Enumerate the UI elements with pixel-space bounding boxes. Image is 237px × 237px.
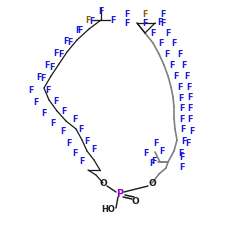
Text: F: F — [45, 86, 51, 95]
Text: F: F — [50, 118, 56, 128]
Text: F: F — [153, 138, 159, 147]
Text: F: F — [142, 9, 148, 18]
Text: F: F — [75, 26, 81, 35]
Text: F: F — [67, 37, 73, 46]
Text: F: F — [84, 137, 90, 146]
Text: F: F — [169, 60, 175, 69]
Text: F: F — [186, 82, 192, 91]
Text: F: F — [187, 104, 193, 113]
Text: O: O — [148, 178, 156, 187]
Text: F: F — [185, 138, 191, 147]
Text: F: F — [187, 114, 193, 123]
Text: F: F — [160, 18, 166, 27]
Text: F: F — [171, 38, 177, 47]
Text: F: F — [91, 145, 97, 154]
Text: F: F — [33, 97, 39, 106]
Text: F: F — [77, 26, 83, 35]
Text: F: F — [179, 163, 185, 172]
Text: F: F — [53, 49, 59, 58]
Text: F: F — [177, 82, 183, 91]
Text: F: F — [149, 159, 155, 168]
Text: F: F — [40, 73, 46, 82]
Text: F: F — [150, 28, 156, 37]
Text: F: F — [110, 15, 116, 24]
Text: F: F — [160, 9, 166, 18]
Text: F: F — [184, 72, 190, 81]
Text: HO: HO — [101, 205, 115, 214]
Text: F: F — [28, 86, 34, 95]
Text: F: F — [189, 127, 195, 136]
Text: F: F — [164, 50, 170, 59]
Text: F: F — [142, 18, 148, 27]
Text: F: F — [151, 158, 157, 167]
Text: F: F — [158, 38, 164, 47]
Text: F: F — [89, 17, 95, 26]
Text: F: F — [61, 106, 67, 115]
Text: F: F — [177, 50, 183, 59]
Text: F: F — [85, 15, 91, 24]
Text: F: F — [179, 114, 185, 123]
Text: F: F — [98, 6, 104, 15]
Text: F: F — [157, 18, 163, 27]
Text: F: F — [41, 109, 47, 118]
Text: F: F — [173, 72, 179, 81]
Text: F: F — [78, 126, 84, 135]
Text: F: F — [124, 18, 130, 27]
Text: F: F — [63, 36, 69, 46]
Text: F: F — [124, 9, 130, 18]
Text: F: F — [60, 127, 66, 136]
Text: F: F — [53, 96, 59, 105]
Text: F: F — [181, 60, 187, 69]
Text: F: F — [178, 94, 184, 102]
Text: F: F — [58, 50, 64, 59]
Text: F: F — [72, 114, 78, 123]
Text: F: F — [178, 150, 184, 159]
Text: F: F — [66, 138, 72, 147]
Text: F: F — [49, 63, 55, 72]
Text: F: F — [72, 149, 78, 158]
Text: F: F — [179, 104, 185, 113]
Text: O: O — [99, 178, 107, 187]
Text: P: P — [116, 189, 123, 199]
Text: F: F — [165, 28, 171, 37]
Text: F: F — [181, 137, 187, 146]
Text: F: F — [79, 156, 85, 165]
Text: O: O — [131, 197, 139, 206]
Text: F: F — [180, 126, 186, 135]
Text: F: F — [179, 152, 185, 161]
Text: F: F — [159, 147, 165, 156]
Text: F: F — [187, 92, 193, 101]
Text: F: F — [36, 73, 42, 82]
Text: F: F — [44, 60, 50, 69]
Text: F: F — [143, 149, 149, 158]
